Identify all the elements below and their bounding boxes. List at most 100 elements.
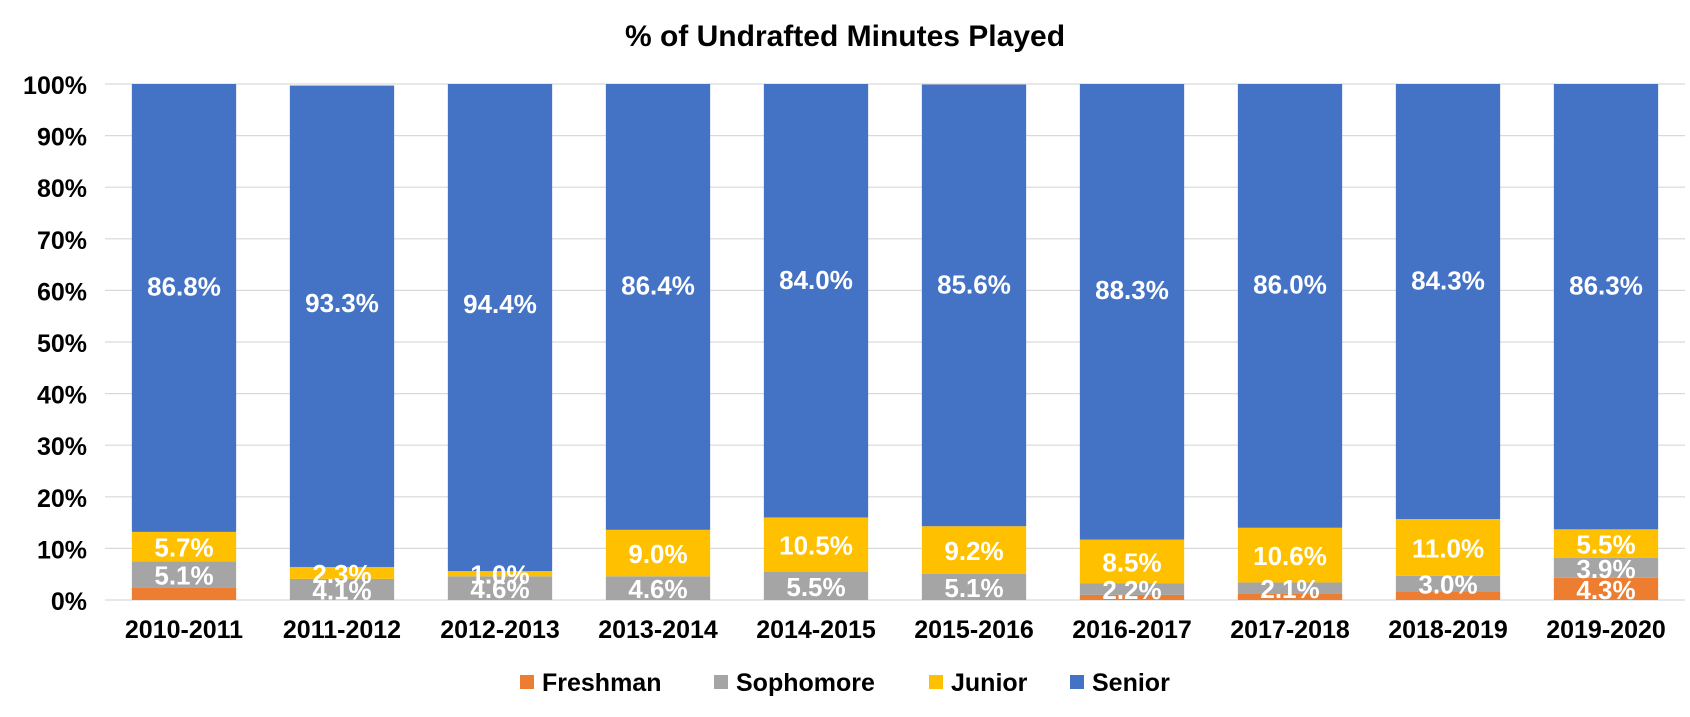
y-tick-label: 20% — [37, 485, 87, 513]
legend-item-freshman: Freshman — [520, 669, 661, 697]
bar-segment-junior-2014-2015 — [763, 517, 869, 572]
bar-segment-junior-2015-2016 — [921, 526, 1027, 574]
data-label-sophomore: 4.6% — [470, 574, 529, 604]
legend-item-junior: Junior — [929, 669, 1028, 697]
data-labels: 5.1%5.7%86.8%4.1%2.3%93.3%4.6%1.0%94.4%4… — [147, 265, 1643, 605]
legend-label: Sophomore — [736, 669, 875, 697]
data-label-senior: 86.3% — [1569, 270, 1643, 300]
bar-segment-sophomore-2015-2016 — [921, 573, 1027, 600]
legend-swatch — [714, 675, 728, 689]
data-label-senior: 86.8% — [147, 272, 221, 302]
bar-segment-freshman-2017-2018 — [1237, 593, 1343, 600]
data-label-junior: 10.5% — [779, 531, 853, 561]
bar-segment-freshman-2010-2011 — [131, 587, 237, 600]
data-label-senior: 85.6% — [937, 269, 1011, 299]
legend-item-sophomore: Sophomore — [714, 669, 875, 697]
bar-segment-sophomore-2013-2014 — [605, 576, 711, 600]
data-label-sophomore: 4.6% — [628, 574, 687, 604]
bar-segment-senior-2014-2015 — [763, 84, 869, 518]
bar-segment-sophomore-2017-2018 — [1237, 582, 1343, 594]
data-label-senior: 84.0% — [779, 265, 853, 295]
data-label-freshman: 4.3% — [1576, 575, 1635, 605]
data-label-junior: 9.2% — [944, 536, 1003, 566]
x-tick-label: 2011-2012 — [283, 616, 401, 644]
legend: Freshman Sophomore Junior Senior — [520, 669, 1170, 697]
bar-segment-senior-2015-2016 — [921, 84, 1027, 527]
bar-segment-sophomore-2016-2017 — [1079, 583, 1185, 595]
y-tick-label: 10% — [37, 536, 87, 564]
data-label-junior: 9.0% — [628, 539, 687, 569]
chart-title: % of Undrafted Minutes Played — [625, 20, 1065, 53]
data-label-sophomore: 2.1% — [1260, 574, 1319, 604]
x-tick-label: 2016-2017 — [1072, 616, 1192, 644]
data-label-junior: 8.5% — [1102, 548, 1161, 578]
bar-segment-freshman-2016-2017 — [1079, 594, 1185, 600]
x-tick-label: 2015-2016 — [914, 616, 1034, 644]
data-label-senior: 88.3% — [1095, 275, 1169, 305]
bar-segment-junior-2012-2013 — [447, 571, 553, 577]
y-tick-label: 40% — [37, 382, 87, 410]
bar-segment-sophomore-2019-2020 — [1553, 557, 1659, 578]
bar-segment-senior-2011-2012 — [289, 85, 395, 567]
bar-segment-sophomore-2010-2011 — [131, 561, 237, 588]
data-label-junior: 5.7% — [154, 533, 213, 563]
bar-segment-sophomore-2014-2015 — [763, 571, 869, 600]
x-tick-label: 2012-2013 — [440, 616, 560, 644]
data-label-senior: 94.4% — [463, 289, 537, 319]
legend-swatch — [929, 675, 943, 689]
bar-segment-sophomore-2018-2019 — [1395, 575, 1501, 592]
data-label-junior: 1.0% — [470, 560, 529, 590]
data-label-sophomore: 3.0% — [1418, 569, 1477, 599]
data-label-sophomore: 5.1% — [154, 560, 213, 590]
y-tick-label: 0% — [51, 588, 87, 616]
bars — [131, 84, 1659, 600]
bar-segment-senior-2010-2011 — [131, 84, 237, 532]
x-tick-label: 2019-2020 — [1546, 616, 1666, 644]
data-label-sophomore: 2.2% — [1102, 575, 1161, 605]
data-label-senior: 84.3% — [1411, 266, 1485, 296]
data-label-junior: 11.0% — [1412, 533, 1484, 563]
bar-segment-senior-2018-2019 — [1395, 84, 1501, 519]
data-label-sophomore: 5.5% — [786, 572, 845, 602]
x-tick-label: 2010-2011 — [125, 616, 243, 644]
bar-segment-junior-2010-2011 — [131, 531, 237, 562]
x-tick-label: 2013-2014 — [598, 616, 718, 644]
bar-segment-sophomore-2011-2012 — [289, 578, 395, 600]
data-label-sophomore: 4.1% — [312, 575, 371, 605]
bar-segment-sophomore-2012-2013 — [447, 576, 553, 600]
bar-segment-junior-2017-2018 — [1237, 527, 1343, 583]
y-tick-label: 90% — [37, 124, 87, 152]
legend-swatch — [520, 675, 534, 689]
bar-segment-senior-2017-2018 — [1237, 84, 1343, 528]
bar-segment-senior-2019-2020 — [1553, 84, 1659, 530]
data-label-sophomore: 3.9% — [1576, 554, 1635, 584]
bar-segment-junior-2016-2017 — [1079, 539, 1185, 584]
data-label-junior: 10.6% — [1253, 541, 1327, 571]
data-label-senior: 93.3% — [305, 288, 379, 318]
data-label-sophomore: 5.1% — [944, 573, 1003, 603]
y-tick-label: 100% — [23, 72, 87, 100]
legend-swatch — [1070, 675, 1084, 689]
x-tick-label: 2014-2015 — [756, 616, 876, 644]
bar-segment-freshman-2019-2020 — [1553, 577, 1659, 600]
data-label-senior: 86.0% — [1253, 270, 1327, 300]
bar-segment-junior-2013-2014 — [605, 529, 711, 577]
x-tick-label: 2018-2019 — [1388, 616, 1508, 644]
legend-label: Senior — [1092, 669, 1170, 697]
legend-item-senior: Senior — [1070, 669, 1170, 697]
x-tick-label: 2017-2018 — [1230, 616, 1350, 644]
bar-segment-freshman-2018-2019 — [1395, 591, 1501, 600]
legend-label: Freshman — [542, 669, 661, 697]
data-label-junior: 5.5% — [1576, 529, 1635, 559]
bar-segment-senior-2012-2013 — [447, 84, 553, 572]
y-tick-label: 50% — [37, 330, 87, 358]
bar-segment-senior-2016-2017 — [1079, 84, 1185, 540]
x-axis-ticks: 2010-2011 2011-2012 2012-2013 2013-2014 2014… — [125, 616, 1666, 644]
y-tick-label: 60% — [37, 278, 87, 306]
bar-segment-junior-2018-2019 — [1395, 518, 1501, 576]
data-label-senior: 86.4% — [621, 271, 695, 301]
y-tick-label: 70% — [37, 227, 87, 255]
y-tick-label: 30% — [37, 433, 87, 461]
